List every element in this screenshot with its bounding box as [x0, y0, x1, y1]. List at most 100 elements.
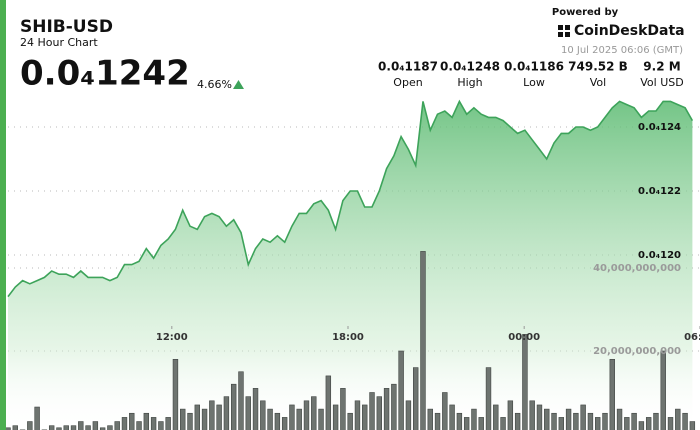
y2-tick-label: 20,000,000,000 — [593, 346, 681, 357]
volume-bar — [289, 404, 295, 430]
volume-bar — [522, 334, 528, 430]
up-arrow — [233, 80, 244, 89]
volume-bar — [238, 371, 244, 430]
volume-bar — [602, 412, 608, 430]
volume-bar — [398, 350, 404, 430]
volume-bar — [209, 400, 215, 430]
volume-bar — [114, 421, 120, 430]
volume-bar — [150, 417, 157, 430]
volume-bar — [558, 417, 565, 430]
stat-label: Vol — [590, 76, 606, 89]
volume-bar — [514, 412, 521, 430]
volume-bar — [165, 417, 171, 430]
stat-label: High — [457, 76, 482, 89]
volume-bar — [471, 408, 477, 430]
stat-value: 0.0₄1187 — [378, 60, 438, 74]
stat-value: 0.0₄1248 — [440, 60, 500, 74]
volume-bar — [500, 417, 506, 430]
y-tick-label: 0.0₄120 — [638, 250, 681, 261]
y2-tick-label: 40,000,000,000 — [593, 263, 681, 274]
volume-bar — [340, 388, 346, 430]
volume-bar — [682, 412, 688, 430]
volume-bar — [653, 412, 659, 430]
volume-bar — [609, 358, 615, 430]
volume-bar — [27, 421, 33, 430]
stat-value: 0.0₄1186 — [504, 60, 564, 74]
volume-bar — [121, 417, 128, 430]
volume-bar — [92, 421, 99, 430]
stat-label: Open — [393, 76, 422, 89]
volume-bar — [616, 408, 623, 430]
volume-bar — [391, 383, 397, 430]
volume-bar — [667, 417, 674, 430]
volume-bar — [56, 427, 62, 430]
volume-bar — [85, 425, 91, 430]
volume-bar — [587, 412, 594, 430]
volume-bar — [595, 417, 601, 430]
volume-bar — [675, 408, 681, 430]
volume-bar — [434, 412, 441, 430]
volume-bar — [303, 400, 310, 430]
volume-bar — [325, 375, 332, 430]
volume-bar — [158, 421, 164, 430]
volume-bar — [580, 404, 586, 430]
volume-bar — [252, 388, 259, 430]
volume-bar — [70, 425, 77, 430]
volume-bar — [354, 400, 361, 430]
y-tick-label: 0.0₄122 — [638, 186, 681, 197]
volume-bar — [405, 400, 412, 430]
volume-bar — [136, 421, 142, 430]
volume-bar — [536, 404, 543, 430]
volume-bar — [318, 408, 324, 430]
volume-bar — [529, 400, 535, 430]
subtitle: 24 Hour Chart — [20, 36, 98, 49]
stat-label: Vol USD — [640, 76, 683, 89]
price: 0.0₄1242 — [20, 54, 190, 94]
volume-bar — [660, 350, 666, 430]
volume-bar — [223, 396, 230, 430]
price-area — [8, 101, 693, 430]
volume-bar — [129, 412, 135, 430]
logo-icon — [558, 25, 570, 37]
volume-bar — [245, 396, 251, 430]
volume-bar — [99, 427, 106, 430]
volume-bar — [645, 417, 652, 430]
volume-bar — [194, 404, 200, 430]
volume-bar — [347, 412, 353, 430]
volume-bar — [449, 404, 455, 430]
volume-bar — [230, 383, 237, 430]
volume-bar — [48, 425, 55, 430]
volume-bar — [478, 417, 484, 430]
volume-bar — [281, 417, 288, 430]
x-tick-label: 06:00 — [684, 332, 700, 343]
x-tick-label: 12:00 — [156, 332, 188, 343]
volume-bar — [187, 412, 193, 430]
volume-bar — [260, 400, 266, 430]
volume-bar — [376, 396, 382, 430]
volume-bar — [143, 412, 150, 430]
stat-value: 9.2 M — [643, 60, 680, 74]
volume-bar — [493, 404, 499, 430]
volume-bar — [463, 417, 470, 430]
volume-bar — [34, 406, 40, 430]
volume-bar — [551, 412, 557, 430]
volume-bar — [12, 425, 18, 430]
volume-bar — [420, 251, 426, 430]
ticker: SHIB-USD — [20, 17, 113, 37]
timestamp: 10 Jul 2025 06:06 (GMT) — [561, 45, 683, 56]
volume-bar — [442, 392, 448, 430]
volume-bar — [565, 408, 572, 430]
x-tick-label: 00:00 — [508, 332, 540, 343]
volume-bar — [63, 425, 69, 430]
volume-bar — [296, 408, 302, 430]
volume-bar — [427, 408, 433, 430]
volume-bar — [5, 427, 11, 430]
volume-bar — [383, 388, 390, 430]
volume-bar — [78, 421, 84, 430]
volume-bar — [485, 367, 492, 430]
price-line — [7, 99, 694, 298]
volume-bar — [507, 400, 514, 430]
stat-value: 749.52 B — [568, 60, 628, 74]
volume-bar — [369, 392, 375, 430]
